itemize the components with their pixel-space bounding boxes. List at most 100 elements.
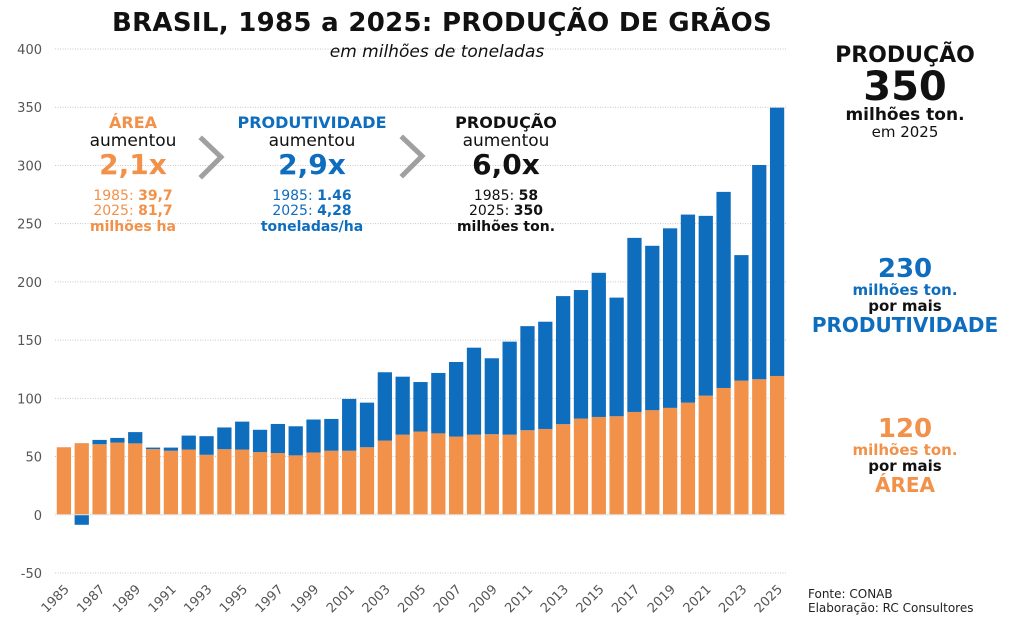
source-note: Fonte: CONAB Elaboração: RC Consultores (808, 587, 973, 616)
bar-area-1986 (74, 443, 89, 515)
bar-area-2018 (645, 410, 660, 515)
x-tick-label: 1999 (288, 582, 322, 616)
y-tick-label: -50 (21, 567, 42, 582)
bar-area-2015 (591, 416, 606, 515)
side-productivity-by: por mais (868, 297, 942, 316)
bar-area-1989 (128, 443, 143, 515)
bar-productivity-2010 (502, 341, 517, 435)
chart-subtitle: em milhões de toneladas (329, 42, 545, 62)
bar-area-1995 (235, 449, 250, 515)
bar-area-2007 (449, 436, 464, 515)
side-area-by: por mais (868, 457, 942, 476)
side-total-note: em 2025 (871, 122, 939, 141)
bar-area-2014 (573, 418, 589, 515)
bar-area-2008 (466, 434, 482, 515)
bar-productivity-2012 (538, 321, 553, 429)
bar-productivity-1989 (128, 432, 143, 444)
bar-area-1998 (288, 455, 303, 515)
bar-area-2009 (484, 434, 499, 515)
y-tick-label: 300 (17, 159, 42, 174)
bar-area-2002 (359, 447, 375, 515)
y-tick-label: 0 (34, 509, 42, 524)
side-area-value: 120 (877, 414, 933, 444)
y-tick-label: 150 (17, 334, 42, 349)
side-total-unit: milhões ton. (845, 105, 965, 126)
side-productivity-word: PRODUTIVIDADE (811, 312, 999, 337)
bar-area-2023 (734, 380, 749, 515)
chevron-right-icon (198, 135, 225, 180)
callout-productivity-line2-label: 2025: (272, 203, 318, 220)
callout-productivity-details: 1985: 1.46 2025: 4,28 toneladas/ha (232, 188, 392, 235)
y-tick-label: 50 (25, 451, 42, 466)
bars (55, 107, 786, 525)
x-tick-label: 1985 (39, 582, 73, 616)
bar-area-1987 (92, 444, 107, 515)
x-tick-label: 2001 (324, 582, 358, 616)
callout-productivity-line2-value: 4,28 (317, 203, 352, 220)
bar-productivity-1999 (306, 419, 321, 453)
bar-productivity-2019 (662, 228, 678, 408)
bar-area-2006 (431, 433, 446, 515)
source-line: Fonte: CONAB (808, 587, 893, 601)
x-tick-label: 1993 (181, 582, 215, 616)
x-tick-label: 1995 (217, 582, 251, 616)
bar-area-1992 (181, 449, 196, 515)
callout-productivity-multiplier: 2,9x (278, 148, 346, 181)
x-tick-label: 2019 (645, 582, 679, 616)
bar-productivity-1991 (163, 447, 179, 451)
callout-productivity-unit: toneladas/ha (260, 218, 364, 235)
x-tick-label: 2005 (395, 582, 429, 616)
x-tick-label: 2021 (681, 582, 715, 616)
bar-area-2022 (716, 387, 731, 515)
arrows (198, 134, 426, 180)
bar-area-1996 (252, 452, 268, 515)
y-tick-label: 400 (17, 43, 42, 58)
callout-production-line2-label: 2025: (468, 203, 514, 220)
bar-area-2021 (698, 395, 713, 515)
callout-area-head: ÁREA (108, 113, 157, 132)
bar-area-2013 (556, 424, 571, 515)
bar-area-2010 (502, 434, 517, 515)
bar-area-1988 (110, 442, 125, 515)
bar-productivity-2023 (734, 255, 749, 381)
bar-productivity-1992 (181, 435, 196, 450)
bar-productivity-2000 (324, 418, 339, 451)
x-tick-label: 1989 (110, 582, 144, 616)
x-tick-label: 2017 (609, 582, 643, 616)
bar-area-1997 (270, 453, 285, 515)
callout-area-verb: aumentou (89, 131, 177, 151)
y-tick-label: 100 (17, 392, 42, 407)
y-tick-label: 250 (17, 218, 42, 233)
bar-area-2011 (520, 430, 535, 515)
bar-productivity-2021 (698, 215, 713, 396)
side-area: 120 milhões ton. por mais ÁREA (800, 414, 1010, 497)
bar-area-2025 (769, 375, 785, 515)
bar-productivity-2015 (591, 272, 606, 417)
callout-productivity-line1-label: 1985: (272, 188, 318, 204)
bar-area-2024 (752, 379, 767, 515)
callout-area-line1-value: 39,7 (138, 188, 173, 204)
bar-productivity-2022 (716, 191, 731, 388)
bar-area-2004 (395, 434, 410, 515)
callout-productivity-line1-value: 1.46 (317, 188, 352, 204)
bar-area-1993 (199, 454, 214, 515)
credit-line: Elaboração: RC Consultores (808, 601, 974, 616)
side-area-word: ÁREA (874, 472, 936, 497)
side-total-value: 350 (863, 64, 947, 111)
callout-productivity-verb: aumentou (268, 131, 356, 151)
bar-productivity-2006 (431, 372, 446, 434)
chevron-right-icon (399, 134, 426, 179)
bar-area-1990 (145, 449, 161, 515)
bar-productivity-2001 (342, 398, 357, 451)
bar-area-2001 (342, 450, 357, 515)
bar-productivity-2013 (556, 296, 571, 425)
callout-production-verb: aumentou (462, 131, 550, 151)
side-productivity-value: 230 (877, 254, 933, 284)
bar-productivity-2007 (449, 362, 464, 437)
x-tick-label: 2025 (752, 582, 786, 616)
x-tick-label: 2003 (360, 582, 394, 616)
bar-area-2000 (324, 450, 339, 515)
x-tick-label: 1987 (74, 582, 108, 616)
bar-productivity-2018 (645, 245, 660, 411)
